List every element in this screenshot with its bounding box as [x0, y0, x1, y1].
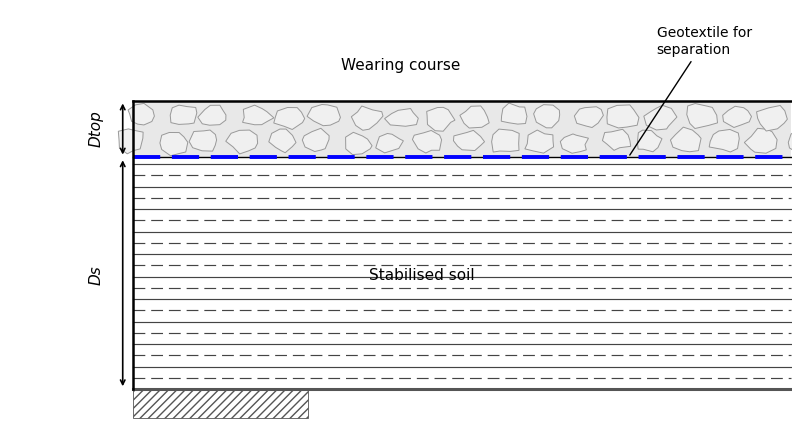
Polygon shape [376, 133, 403, 153]
Text: Stabilised soil: Stabilised soil [369, 268, 474, 283]
Polygon shape [307, 104, 341, 126]
Polygon shape [670, 127, 701, 152]
Polygon shape [274, 107, 305, 129]
Polygon shape [426, 107, 455, 131]
Text: Wearing course: Wearing course [341, 58, 460, 73]
Text: Geotextile for
separation: Geotextile for separation [630, 26, 752, 155]
Polygon shape [242, 105, 274, 125]
Polygon shape [413, 131, 442, 153]
Text: Dtop: Dtop [88, 111, 103, 147]
Polygon shape [160, 132, 188, 156]
Polygon shape [170, 105, 197, 124]
Polygon shape [788, 129, 800, 155]
Polygon shape [534, 105, 560, 128]
Bar [134, 389, 308, 417]
Polygon shape [686, 103, 718, 128]
Polygon shape [460, 106, 489, 128]
Polygon shape [644, 105, 677, 130]
Polygon shape [118, 129, 143, 154]
Polygon shape [502, 103, 527, 124]
Polygon shape [722, 106, 751, 128]
Polygon shape [454, 130, 485, 151]
Polygon shape [709, 129, 739, 152]
Polygon shape [189, 130, 217, 151]
Polygon shape [351, 106, 383, 130]
Polygon shape [560, 134, 589, 153]
Polygon shape [269, 129, 296, 153]
Polygon shape [794, 105, 800, 126]
Polygon shape [385, 108, 418, 126]
Polygon shape [602, 129, 630, 150]
Polygon shape [302, 128, 329, 152]
Polygon shape [744, 128, 777, 153]
Text: Ds: Ds [88, 265, 103, 285]
Polygon shape [638, 130, 662, 152]
Polygon shape [492, 129, 519, 152]
Polygon shape [346, 132, 372, 155]
Polygon shape [574, 107, 603, 128]
Polygon shape [128, 103, 154, 125]
Polygon shape [757, 106, 787, 131]
Polygon shape [226, 130, 258, 154]
Bar [134, 101, 790, 157]
Polygon shape [198, 105, 226, 125]
Polygon shape [607, 105, 639, 128]
Polygon shape [525, 130, 554, 153]
